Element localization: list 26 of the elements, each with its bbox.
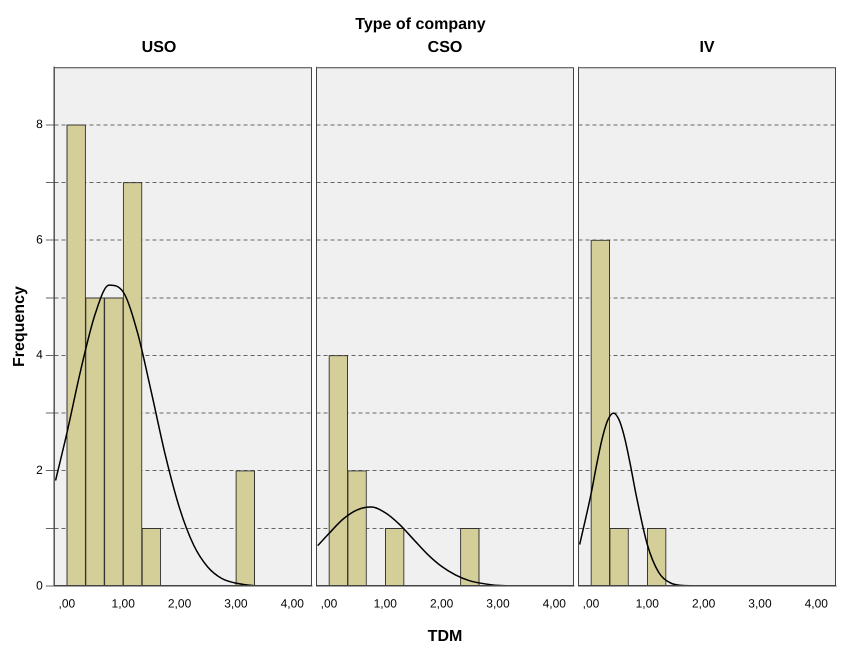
x-tick-label: ,00 — [582, 596, 600, 611]
x-tick-label: 2,00 — [168, 596, 192, 611]
x-tick-label: 3,00 — [486, 596, 510, 611]
y-tick-label: 6 — [36, 232, 44, 246]
y-tick-label: 8 — [36, 117, 44, 132]
x-tick-label: 2,00 — [692, 596, 716, 611]
x-tick-label: ,00 — [320, 596, 338, 611]
y-axis-title: Frequency — [11, 286, 28, 368]
x-tick-label: ,00 — [58, 596, 76, 611]
x-tick-label: 4,00 — [804, 596, 828, 611]
x-tick-label: 3,00 — [748, 596, 772, 611]
y-tick-label: 0 — [36, 578, 44, 592]
chart-title: IV — [699, 39, 715, 56]
chart-title: CSO — [428, 39, 462, 56]
x-tick-label: 1,00 — [112, 596, 136, 611]
x-tick-label: 1,00 — [374, 596, 398, 611]
x-tick-label: 4,00 — [280, 596, 304, 611]
text: Type of company — [355, 16, 486, 34]
x-axis-title: TDM — [428, 628, 462, 645]
x-tick-label: 3,00 — [224, 596, 248, 611]
y-tick-label: 4 — [36, 348, 44, 362]
chart-title: USO — [142, 39, 176, 56]
y-tick-label: 2 — [36, 463, 44, 478]
x-tick-label: 1,00 — [636, 596, 660, 611]
x-tick-label: 2,00 — [430, 596, 454, 611]
x-tick-label: 4,00 — [542, 596, 566, 611]
